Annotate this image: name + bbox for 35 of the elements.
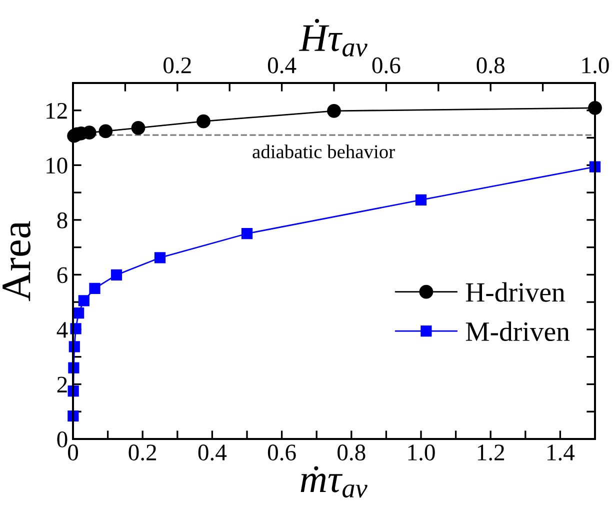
y-tick-label: 8 <box>57 212 68 228</box>
x-tick-label: 0.6 <box>268 444 296 461</box>
legend-label: M-driven <box>466 322 570 342</box>
x2-tick-label: 0.2 <box>164 57 191 74</box>
y-tick-label: 4 <box>56 322 68 338</box>
point <box>110 269 122 281</box>
point <box>73 307 84 319</box>
x-tick-label: 0 <box>68 444 78 460</box>
x-tick-label: 1.4 <box>548 444 575 461</box>
x-tick-label: 0.4 <box>198 444 227 461</box>
point <box>68 362 80 374</box>
x-tick-label: 1.2 <box>478 444 504 461</box>
x-tick-label: 0.2 <box>128 444 156 461</box>
x-tick-label: 0.8 <box>338 444 366 461</box>
legend-label: H-driven <box>466 282 565 302</box>
x2-tick-label: 1.0 <box>582 57 609 74</box>
point <box>241 228 253 240</box>
point <box>70 323 82 334</box>
y-axis-title: Area <box>2 221 31 302</box>
y-tick-label: 12 <box>46 102 67 119</box>
point <box>154 252 166 264</box>
x2-tick-label: 0.8 <box>476 57 504 74</box>
point <box>415 194 427 206</box>
point <box>89 282 100 294</box>
x2-tick-label: 0.4 <box>268 57 296 74</box>
x2-tick-label: 0.6 <box>372 57 400 74</box>
y-tick-label: 2 <box>57 376 67 392</box>
point <box>78 295 90 306</box>
x2-axis-title: Ḣτ$_{av}$ <box>298 18 368 57</box>
y-tick-label: 10 <box>46 158 68 174</box>
x-tick-label: 1.0 <box>408 444 435 461</box>
ref-line-label: adiabatic behavior <box>252 144 395 158</box>
y-tick-label: 6 <box>57 267 68 284</box>
x-axis-title: ṁτ$_{av}$ <box>300 466 368 498</box>
y-tick-label: 0 <box>57 431 68 448</box>
